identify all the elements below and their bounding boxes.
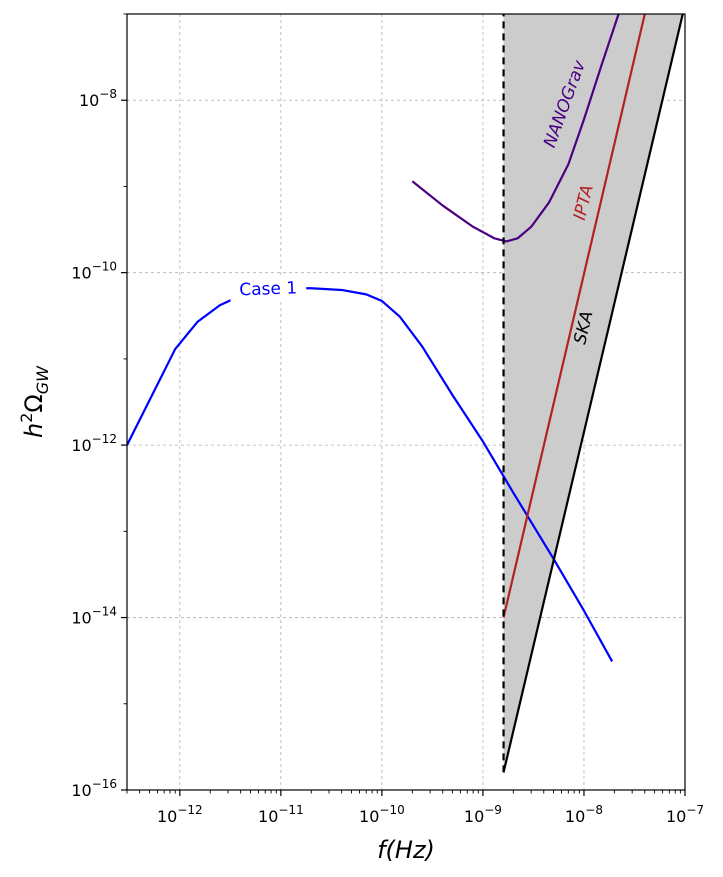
axis-ticks	[121, 13, 686, 796]
y-axis-label-omega: Ω	[20, 394, 48, 412]
y-axis-label-h: h	[20, 423, 48, 438]
x-tick-label: 10−8	[565, 803, 603, 826]
case-1-line	[127, 287, 614, 662]
x-tick-label: 10−10	[359, 803, 405, 826]
tick-labels: 10−12 10−11 10−10 10−9 10−8 10−7 10−16 10−14 10−…	[71, 87, 704, 826]
y-axis-label: h2ΩGW	[17, 365, 52, 438]
x-tick-label: 10−11	[258, 803, 304, 826]
x-tick-label: 10−7	[666, 803, 704, 826]
y-tick-label: 10−14	[71, 605, 117, 628]
y-axis-label-sup: 2	[17, 413, 36, 423]
case-1-label: Case 1	[239, 278, 297, 300]
y-tick-label: 10−8	[79, 87, 117, 110]
y-axis-label-sub: GW	[33, 365, 52, 394]
ska-line	[502, 14, 684, 773]
plot-frame	[126, 13, 686, 791]
series-lines	[127, 14, 684, 773]
ipta-line	[502, 14, 646, 618]
x-tick-label: 10−9	[464, 803, 502, 826]
y-tick-label: 10−10	[71, 260, 117, 283]
case-1-label-background	[229, 276, 307, 303]
x-tick-label: 10−12	[157, 803, 203, 826]
y-tick-label: 10−12	[71, 432, 117, 455]
nanograv-line	[411, 14, 620, 243]
x-axis-label: f(Hz)	[377, 836, 435, 864]
y-tick-label: 10−16	[71, 777, 117, 800]
